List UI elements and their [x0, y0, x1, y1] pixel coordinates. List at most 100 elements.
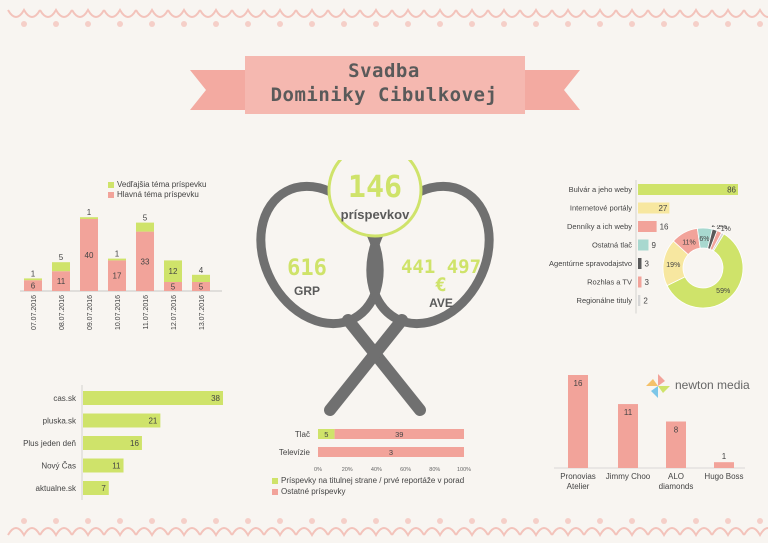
lace-scallop	[647, 7, 681, 18]
lace-dot	[725, 21, 731, 27]
legend-swatch	[272, 488, 278, 495]
legend-label: Ostatné príspevky	[281, 487, 346, 496]
data-label-main: 6	[31, 282, 36, 291]
lace-dot	[629, 518, 635, 524]
lace-scallop	[39, 527, 73, 538]
x-tick-label: Hugo Boss	[704, 472, 743, 481]
data-label: 16	[660, 223, 669, 232]
lace-scallop	[103, 7, 137, 18]
lace-dot	[213, 518, 219, 524]
bar-secondary	[52, 262, 70, 272]
lace-scallop	[455, 7, 489, 18]
legend-item-front: Príspevky na titulnej strane / prvé repo…	[272, 476, 464, 485]
bar	[83, 481, 109, 495]
bar	[83, 413, 161, 428]
x-tick-label: 13.07.2016	[199, 295, 206, 330]
lace-scallop	[135, 527, 169, 538]
lace-dot	[373, 518, 379, 524]
lace-dot	[85, 518, 91, 524]
data-label-secondary: 12	[169, 267, 178, 276]
lace-scallop	[71, 527, 105, 538]
lace-scallop	[199, 7, 233, 18]
data-label-secondary: 1	[87, 208, 92, 217]
lace-dot	[117, 21, 123, 27]
data-label: 2	[643, 297, 648, 306]
legend-item-other: Ostatné príspevky	[272, 487, 345, 496]
bar-main	[52, 271, 70, 291]
data-label: 1	[722, 452, 727, 461]
y-tick-label: Denníky a ich weby	[567, 222, 632, 231]
lace-scallop	[551, 527, 585, 538]
pinwheel-icon	[646, 374, 670, 398]
lace-dot	[149, 21, 155, 27]
lace-dot	[277, 21, 283, 27]
lace-dot	[213, 21, 219, 27]
data-label-main: 40	[85, 251, 94, 260]
lace-scallop	[327, 527, 361, 538]
daily-posts-chart: 6 1 07.07.2016 11 5 08.07.2016 40 1 09.07.2016 17…	[20, 208, 222, 330]
bar	[638, 276, 642, 288]
data-label-front: 5	[324, 430, 328, 439]
data-label-secondary: 4	[199, 266, 204, 275]
lace-scallop	[423, 527, 457, 538]
lace-scallop	[135, 7, 169, 18]
data-label: 16	[130, 439, 139, 448]
bar	[638, 202, 670, 214]
lace-dot	[501, 518, 507, 524]
brand-name: newton media	[675, 378, 750, 392]
data-label: 11	[112, 462, 121, 471]
data-label: 86	[727, 186, 736, 195]
lace-dot	[533, 21, 539, 27]
lace-dot	[405, 21, 411, 27]
bar	[618, 404, 638, 468]
x-tick-label: 11.07.2016	[143, 295, 150, 330]
data-label: 3	[644, 278, 649, 287]
bar-secondary	[136, 222, 154, 232]
x-tick-label: 20%	[342, 467, 353, 473]
lace-scallop	[359, 7, 393, 18]
lace-scallop	[167, 527, 201, 538]
lace-scallop	[519, 7, 553, 18]
lace-dot	[21, 518, 27, 524]
donut-label: 6%	[699, 236, 709, 243]
y-tick-label: Nový Čas	[41, 462, 76, 471]
donut-label: 2%	[711, 225, 721, 229]
lace-scallop	[199, 527, 233, 538]
y-tick-label: Ostatná tlač	[592, 241, 632, 250]
y-tick-label: Internetové portály	[570, 204, 632, 213]
lace-dot	[693, 518, 699, 524]
bar	[714, 462, 734, 468]
lace-scallop	[167, 7, 201, 18]
legend-item-main: Hlavná téma príspevku	[108, 190, 199, 199]
bar-main	[136, 231, 154, 291]
posts-label: príspevkov	[340, 207, 410, 222]
bar	[638, 258, 642, 269]
donut-label: 1%	[721, 226, 731, 233]
data-label-main: 5	[171, 283, 176, 292]
ave-label: AVE	[429, 296, 453, 310]
data-label-other: 39	[395, 430, 403, 439]
x-tick-label: 08.07.2016	[59, 295, 66, 330]
data-label: 3	[644, 260, 649, 269]
bar	[638, 221, 657, 232]
lace-dot	[469, 518, 475, 524]
legend-swatch	[108, 191, 114, 198]
x-tick-label: 100%	[457, 467, 471, 473]
x-tick-label: 60%	[400, 467, 411, 473]
data-label: 38	[211, 394, 220, 403]
donut-label: 2%	[717, 225, 727, 231]
legend-swatch	[272, 477, 278, 484]
lace-dot	[597, 518, 603, 524]
lace-dot	[21, 21, 27, 27]
data-label: 21	[148, 417, 157, 426]
donut-label: 11%	[682, 239, 696, 246]
x-tick-label: 12.07.2016	[171, 295, 178, 330]
donut-label: 59%	[716, 288, 730, 295]
posts-count: 146	[347, 170, 403, 205]
lace-dot	[629, 21, 635, 27]
lace-dot	[341, 518, 347, 524]
lace-scallop	[583, 527, 617, 538]
lace-scallop	[423, 7, 457, 18]
lace-scallop	[295, 7, 329, 18]
lace-dot	[469, 21, 475, 27]
